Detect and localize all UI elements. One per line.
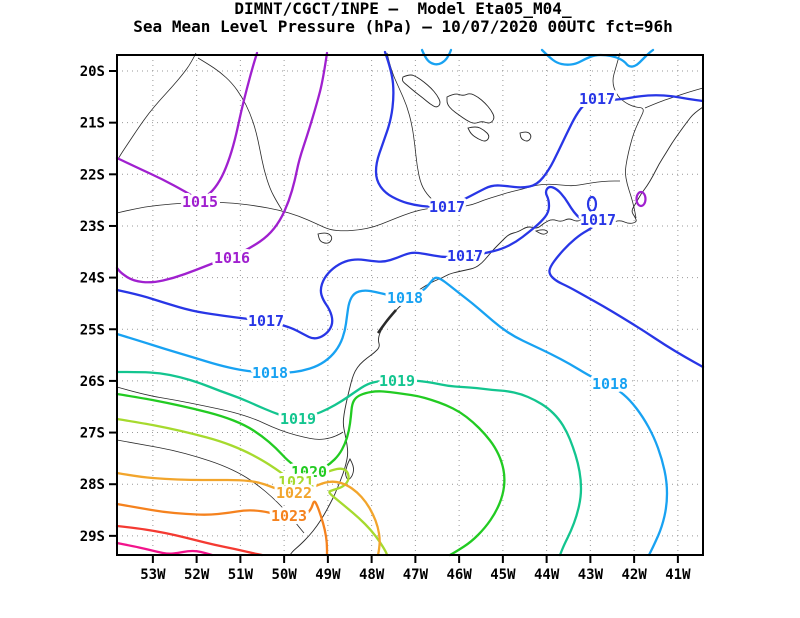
contour-label-1019: 1019 <box>379 372 415 390</box>
isobar-1017 <box>374 50 705 209</box>
contour-label-1017: 1017 <box>580 211 616 229</box>
title-line-1: DIMNT/CGCT/INPE – Model Eta05_M04_ <box>234 0 572 18</box>
contour-label-1017: 1017 <box>447 247 483 265</box>
contour-label-1017: 1017 <box>248 312 284 330</box>
isobar-1024 <box>115 524 264 557</box>
lat-label: 27S <box>80 426 105 442</box>
lon-label: 46W <box>446 567 472 583</box>
coastline <box>289 106 704 556</box>
lon-label: 44W <box>534 567 560 583</box>
border-line <box>444 180 620 211</box>
lat-label: 22S <box>80 167 105 183</box>
isobar-1017 <box>115 185 705 369</box>
isobar-1019 <box>115 370 583 557</box>
lon-label: 53W <box>140 567 166 583</box>
contour-label-1018: 1018 <box>387 289 423 307</box>
lat-label: 28S <box>80 477 105 493</box>
lon-label: 41W <box>665 567 691 583</box>
lat-label: 26S <box>80 374 105 390</box>
lon-label: 45W <box>490 567 516 583</box>
lon-label: 50W <box>271 567 297 583</box>
border-line <box>116 386 344 440</box>
map-frame <box>116 54 704 556</box>
isobar-1022 <box>115 471 381 557</box>
border-line <box>116 52 197 162</box>
isobar-1017-closed <box>586 195 598 213</box>
isobar-1016-closed <box>635 190 647 208</box>
title-line-2: Sea Mean Level Pressure (hPa) – 10/07/20… <box>133 17 673 36</box>
island-outline <box>534 229 548 235</box>
contour-label-1017: 1017 <box>579 90 615 108</box>
contour-label-1023: 1023 <box>271 507 307 525</box>
isobar-1018 <box>420 48 453 66</box>
contour-label-1019: 1019 <box>280 410 316 428</box>
border-line <box>116 201 446 232</box>
isobar-1018 <box>540 48 655 68</box>
lake-outline <box>317 232 333 244</box>
border-line <box>612 52 644 219</box>
lon-label: 49W <box>315 567 341 583</box>
contour-label-1016: 1016 <box>214 249 250 267</box>
border-line <box>386 52 446 211</box>
lat-label: 21S <box>80 116 105 132</box>
isobar-1018 <box>115 276 669 557</box>
contour-label-1015: 1015 <box>182 193 218 211</box>
contour-label-1021: 1021 <box>278 473 314 491</box>
lon-label: 43W <box>578 567 604 583</box>
lat-label: 20S <box>80 64 105 80</box>
contour-label-1018: 1018 <box>592 375 628 393</box>
lake-outline <box>446 93 495 124</box>
lat-label: 29S <box>80 529 105 545</box>
isobar-1015 <box>115 51 259 200</box>
isobar-1025 <box>115 541 214 557</box>
border-line <box>644 87 704 109</box>
lake-outline <box>519 131 532 142</box>
lon-label: 52W <box>184 567 210 583</box>
lon-label: 48W <box>359 567 385 583</box>
contour-label-1022: 1022 <box>276 484 312 502</box>
lake-outline <box>467 126 490 142</box>
map-header: DIMNT/CGCT/INPE – Model Eta05_M04_ Sea M… <box>0 0 800 36</box>
lake-outline <box>401 74 441 108</box>
lon-label: 47W <box>403 567 429 583</box>
coastline-thick <box>376 309 397 334</box>
isobar-1023 <box>115 500 329 557</box>
contour-label-1020: 1020 <box>291 463 327 481</box>
lon-label: 51W <box>228 567 254 583</box>
contour-label-1017: 1017 <box>429 198 465 216</box>
isobar-1021 <box>115 417 389 557</box>
lat-label: 23S <box>80 219 105 235</box>
lat-label: 25S <box>80 322 105 338</box>
border-line <box>197 57 283 211</box>
isobar-1016 <box>115 51 329 284</box>
isobar-1020 <box>115 390 506 557</box>
lon-label: 42W <box>621 567 647 583</box>
contour-label-1018: 1018 <box>252 364 288 382</box>
lat-label: 24S <box>80 271 105 287</box>
